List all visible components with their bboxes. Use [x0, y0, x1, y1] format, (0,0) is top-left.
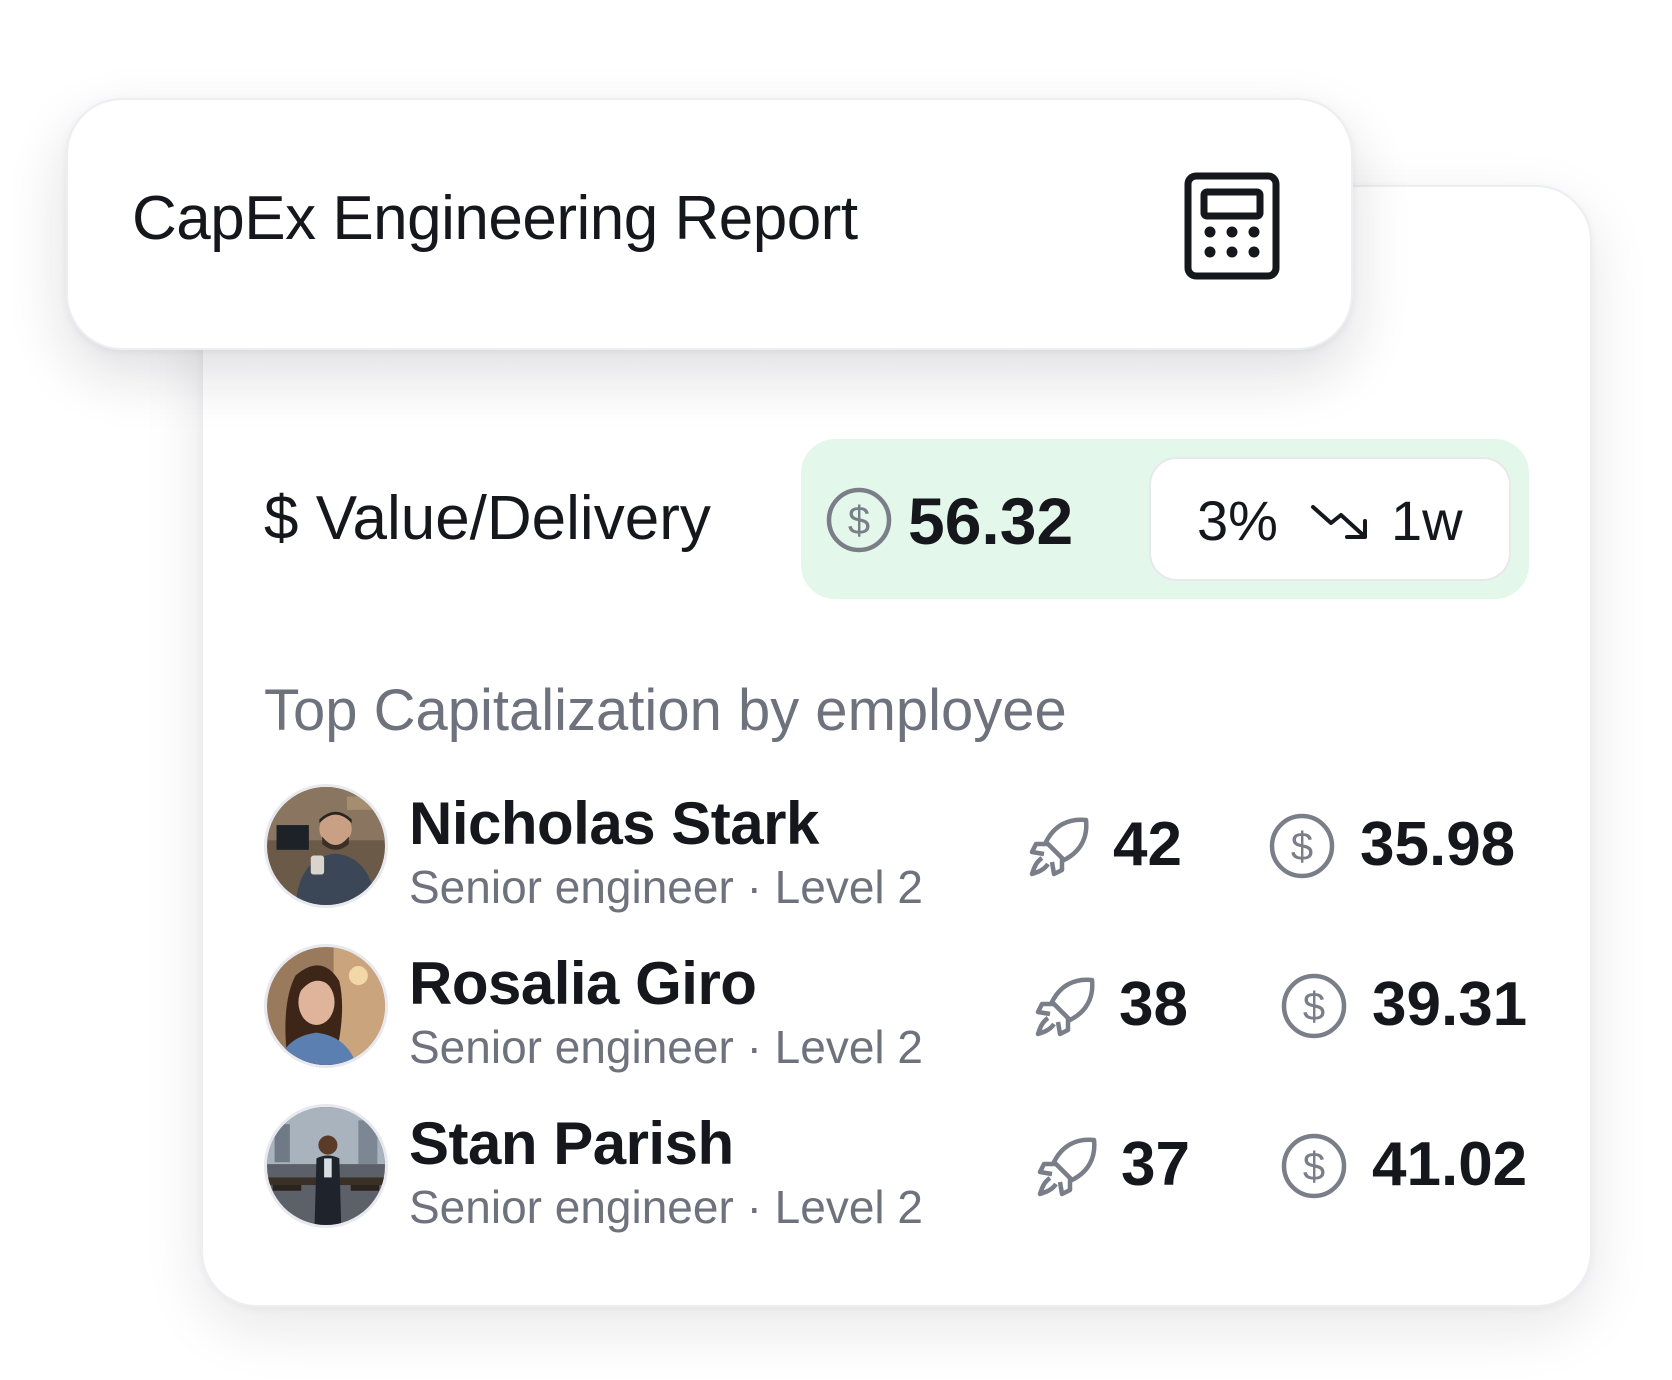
value-per-delivery-pill: $ 56.32 3% 1w — [801, 439, 1529, 599]
dollar-circle-icon: $ — [1281, 973, 1347, 1039]
employee-name[interactable]: Stan Parish — [409, 1110, 734, 1177]
report-header-card[interactable]: CapEx Engineering Report — [66, 98, 1353, 350]
delivery-count: 42 — [1113, 810, 1182, 879]
employee-row[interactable]: Rosalia Giro Senior engineer · Level 2 3… — [0, 944, 1672, 1084]
svg-text:$: $ — [1291, 825, 1313, 869]
svg-text:$: $ — [1303, 985, 1325, 1029]
rocket-icon — [1029, 817, 1089, 877]
employee-value: 35.98 — [1360, 810, 1516, 879]
trend-badge: 3% 1w — [1149, 457, 1511, 581]
delivery-count: 37 — [1121, 1130, 1190, 1199]
section-heading: Top Capitalization by employee — [264, 678, 1067, 743]
employee-role: Senior engineer · Level 2 — [409, 1181, 923, 1233]
report-card — [201, 185, 1592, 1307]
trend-percent: 3% — [1197, 489, 1278, 552]
dollar-circle-icon: $ — [826, 487, 892, 553]
employee-value: 39.31 — [1372, 970, 1528, 1039]
calculator-icon[interactable] — [1184, 172, 1280, 280]
employee-role: Senior engineer · Level 2 — [409, 1021, 923, 1073]
rocket-icon — [1035, 977, 1095, 1037]
employee-name[interactable]: Nicholas Stark — [409, 790, 819, 857]
trend-period: 1w — [1391, 489, 1463, 552]
avatar — [264, 944, 388, 1068]
avatar — [264, 784, 388, 908]
trend-down-arrow-icon — [1311, 505, 1367, 539]
employee-row[interactable]: Stan Parish Senior engineer · Level 2 37… — [0, 1104, 1672, 1244]
rocket-icon — [1037, 1137, 1097, 1197]
report-title: CapEx Engineering Report — [132, 184, 858, 253]
svg-text:$: $ — [1303, 1145, 1325, 1189]
employee-value: 41.02 — [1372, 1130, 1528, 1199]
svg-text:$: $ — [848, 499, 870, 543]
dollar-circle-icon: $ — [1281, 1133, 1347, 1199]
dollar-circle-icon: $ — [1269, 813, 1335, 879]
value-per-delivery-label: $ Value/Delivery — [264, 484, 711, 553]
employee-name[interactable]: Rosalia Giro — [409, 950, 757, 1017]
employee-role: Senior engineer · Level 2 — [409, 861, 923, 913]
avatar — [264, 1104, 388, 1228]
employee-row[interactable]: Nicholas Stark Senior engineer · Level 2… — [0, 784, 1672, 924]
value-per-delivery-amount: 56.32 — [908, 484, 1074, 558]
delivery-count: 38 — [1119, 970, 1188, 1039]
